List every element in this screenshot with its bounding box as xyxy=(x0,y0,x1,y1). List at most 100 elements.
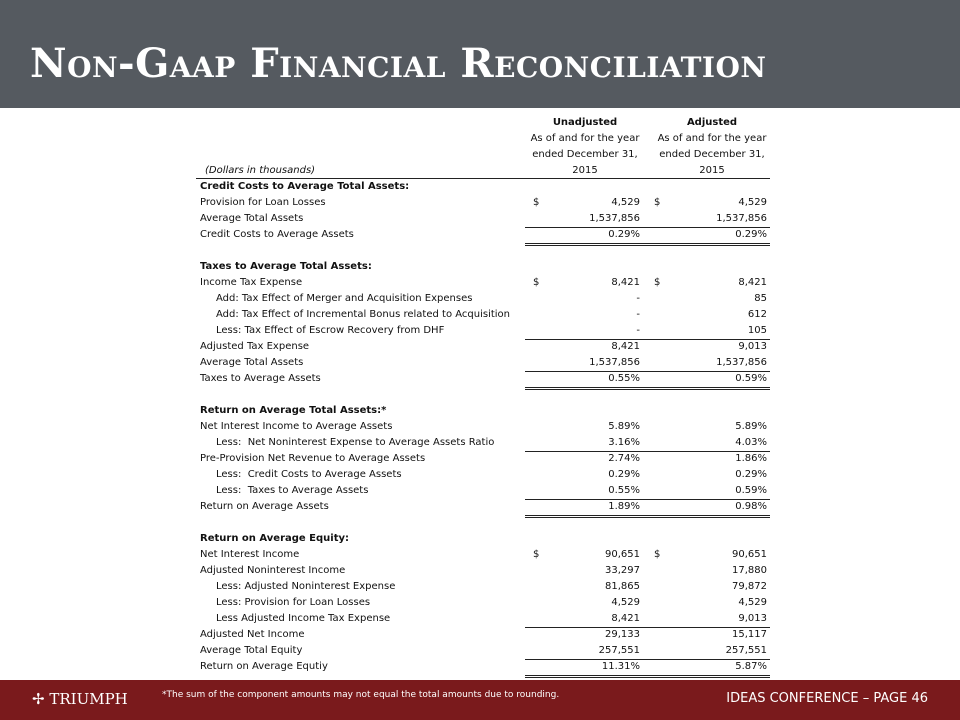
row-label: Less: Credit Costs to Average Assets xyxy=(216,469,402,480)
row-label: Return on Average Equtiy xyxy=(200,661,328,672)
adjusted-value: 612 xyxy=(747,309,767,320)
total-rule xyxy=(525,675,770,692)
unadjusted-value: 81,865 xyxy=(605,581,640,592)
unadjusted-value: 0.29% xyxy=(608,469,640,480)
column-subtitle: 2015 xyxy=(572,165,598,176)
column-subtitle: ended December 31, xyxy=(659,149,765,160)
total-rule xyxy=(525,517,770,534)
slide-title: Non-Gaap Financial Reconciliation xyxy=(30,40,767,87)
adjusted-value: 1,537,856 xyxy=(716,213,767,224)
adjusted-value: 15,117 xyxy=(732,629,767,640)
unadjusted-value: 29,133 xyxy=(605,629,640,640)
adjusted-value: 5.87% xyxy=(735,661,767,672)
row-label: Adjusted Net Income xyxy=(200,629,305,640)
column-subtitle: 2015 xyxy=(699,165,725,176)
unadjusted-value: 8,421 xyxy=(611,613,640,624)
unadjusted-value: 8,421 xyxy=(611,341,640,352)
row-label: Provision for Loan Losses xyxy=(200,197,326,208)
adjusted-value: 4,529 xyxy=(738,597,767,608)
sum-rule xyxy=(525,371,770,388)
currency-sign: $ xyxy=(533,277,540,288)
adjusted-value: 8,421 xyxy=(738,277,767,288)
currency-sign: $ xyxy=(533,197,540,208)
row-label: Average Total Assets xyxy=(200,213,304,224)
row-label: Net Interest Income to Average Assets xyxy=(200,421,393,432)
header-rule xyxy=(196,178,770,195)
adjusted-value: 0.29% xyxy=(735,229,767,240)
row-label: Average Total Assets xyxy=(200,357,304,368)
adjusted-value: 9,013 xyxy=(738,613,767,624)
logo: ✢ TRIUMPH xyxy=(32,690,128,708)
currency-sign: $ xyxy=(654,277,661,288)
adjusted-value: 257,551 xyxy=(725,645,767,656)
row-label: Adjusted Tax Expense xyxy=(200,341,310,352)
unadjusted-value: 4,529 xyxy=(611,597,640,608)
unadjusted-value: 1,537,856 xyxy=(589,357,640,368)
sum-rule xyxy=(525,227,770,244)
row-label: Add: Tax Effect of Incremental Bonus rel… xyxy=(216,309,511,320)
row-label: Less Adjusted Income Tax Expense xyxy=(216,613,391,624)
adjusted-value: 17,880 xyxy=(732,565,767,576)
adjusted-value: 105 xyxy=(747,325,767,336)
adjusted-value: 1,537,856 xyxy=(716,357,767,368)
currency-sign: $ xyxy=(654,549,661,560)
adjusted-value: 0.59% xyxy=(735,373,767,384)
adjusted-value: 79,872 xyxy=(732,581,767,592)
column-subtitle: ended December 31, xyxy=(532,149,638,160)
adjusted-value: 4,529 xyxy=(738,197,767,208)
total-rule xyxy=(525,515,770,532)
column-title: Unadjusted xyxy=(552,117,618,128)
section-heading: Taxes to Average Total Assets: xyxy=(200,261,372,272)
unadjusted-value: 4,529 xyxy=(611,197,640,208)
unadjusted-value: 33,297 xyxy=(605,565,640,576)
row-label: Less: Tax Effect of Escrow Recovery from… xyxy=(216,325,445,336)
row-label: Average Total Equity xyxy=(200,645,303,656)
footer-band: ✢ TRIUMPH *The sum of the component amou… xyxy=(0,680,960,720)
currency-sign: $ xyxy=(533,549,540,560)
unadjusted-value: 1,537,856 xyxy=(589,213,640,224)
row-label: Add: Tax Effect of Merger and Acquisitio… xyxy=(216,293,473,304)
adjusted-value: 0.29% xyxy=(735,469,767,480)
header-band: Non-Gaap Financial Reconciliation xyxy=(0,0,960,108)
adjusted-value: 0.98% xyxy=(735,501,767,512)
row-label: Return on Average Assets xyxy=(200,501,329,512)
logo-mark: ✢ xyxy=(32,690,50,708)
section-heading: Return on Average Total Assets:* xyxy=(200,405,387,416)
sum-rule xyxy=(525,659,770,676)
row-label: Less: Provision for Loan Losses xyxy=(216,597,371,608)
unadjusted-value: 11.31% xyxy=(601,661,640,672)
sum-rule xyxy=(525,627,770,644)
unadjusted-value: - xyxy=(636,309,640,320)
total-rule xyxy=(525,387,770,404)
reconciliation-table: Unadjusted As of and for the year ended De… xyxy=(196,117,770,678)
unadjusted-value: 8,421 xyxy=(611,277,640,288)
unadjusted-value: 2.74% xyxy=(608,453,640,464)
sum-rule xyxy=(525,499,770,516)
footnote: *The sum of the component amounts may no… xyxy=(162,690,560,700)
section-heading: Credit Costs to Average Total Assets: xyxy=(200,181,410,192)
unadjusted-value: 0.29% xyxy=(608,229,640,240)
units-note: (Dollars in thousands) xyxy=(205,165,316,176)
adjusted-value: 9,013 xyxy=(738,341,767,352)
row-label: Income Tax Expense xyxy=(200,277,303,288)
logo-text: TRIUMPH xyxy=(49,690,128,708)
column-subtitle: As of and for the year xyxy=(530,133,640,144)
unadjusted-value: 5.89% xyxy=(608,421,640,432)
currency-sign: $ xyxy=(654,197,661,208)
row-label: Credit Costs to Average Assets xyxy=(200,229,354,240)
unadjusted-value: - xyxy=(636,293,640,304)
row-label: Less: Net Noninterest Expense to Average… xyxy=(216,437,495,448)
unadjusted-value: 3.16% xyxy=(608,437,640,448)
total-rule xyxy=(525,389,770,406)
unadjusted-value: 90,651 xyxy=(605,549,640,560)
row-label: Taxes to Average Assets xyxy=(200,373,321,384)
row-label: Less: Adjusted Noninterest Expense xyxy=(216,581,396,592)
total-rule xyxy=(525,243,770,260)
adjusted-value: 5.89% xyxy=(735,421,767,432)
column-subtitle: As of and for the year xyxy=(657,133,767,144)
sum-rule xyxy=(525,339,770,356)
sum-rule xyxy=(525,451,770,468)
row-label: Adjusted Noninterest Income xyxy=(200,565,346,576)
column-title: Adjusted xyxy=(686,117,738,128)
